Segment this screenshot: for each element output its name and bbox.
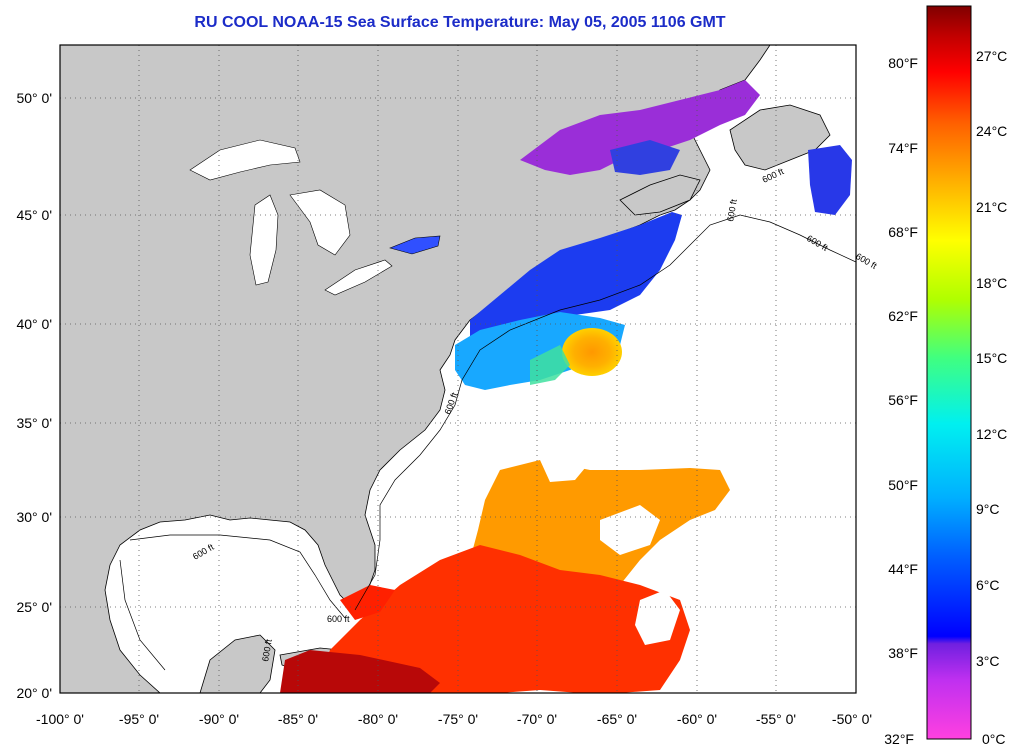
celsius-label: 15°C bbox=[976, 350, 1007, 366]
cloud-gap-2 bbox=[635, 590, 680, 645]
graticule bbox=[60, 45, 856, 693]
lon-tick-label: -85° 0' bbox=[278, 711, 318, 727]
celsius-label: 27°C bbox=[976, 48, 1007, 64]
lon-tick-label: -65° 0' bbox=[597, 711, 637, 727]
celsius-label: 21°C bbox=[976, 199, 1007, 215]
lon-tick-label: -60° 0' bbox=[677, 711, 717, 727]
sst-florida-straits bbox=[340, 585, 395, 620]
fahrenheit-label: 50°F bbox=[888, 477, 918, 493]
temperature-colorbar bbox=[926, 5, 972, 740]
sst-sargasso bbox=[320, 545, 690, 693]
fahrenheit-label: 68°F bbox=[888, 224, 918, 240]
sst-grand-banks bbox=[808, 145, 852, 215]
sst-gulf-stlawrence-blue bbox=[610, 140, 680, 175]
latitude-axis: 20° 0' 25° 0' 30° 0' 35° 0' 40° 0' 45° 0… bbox=[16, 90, 52, 701]
sst-cold-shelf bbox=[470, 212, 682, 345]
lat-tick-label: 50° 0' bbox=[16, 90, 52, 106]
celsius-label: 0°C bbox=[982, 731, 1006, 747]
fahrenheit-label: 80°F bbox=[888, 55, 918, 71]
cloud-gap-1 bbox=[600, 505, 660, 555]
lake-michigan bbox=[249, 194, 279, 286]
lon-tick-label: -90° 0' bbox=[199, 711, 239, 727]
lon-tick-label: -70° 0' bbox=[517, 711, 557, 727]
yucatan-land bbox=[199, 634, 276, 693]
maritimes-land bbox=[619, 174, 701, 216]
lake-huron bbox=[289, 189, 351, 256]
map-frame bbox=[59, 44, 857, 694]
fahrenheit-label: 56°F bbox=[888, 392, 918, 408]
lake-superior bbox=[189, 139, 301, 181]
lon-tick-label: -100° 0' bbox=[36, 711, 84, 727]
fahrenheit-label: 74°F bbox=[888, 140, 918, 156]
lon-tick-label: -75° 0' bbox=[438, 711, 478, 727]
north-america-land bbox=[60, 45, 771, 693]
colorbar-fahrenheit-labels: 80°F 74°F 68°F 62°F 56°F 50°F 44°F 38°F … bbox=[884, 55, 918, 747]
lon-tick-label: -55° 0' bbox=[756, 711, 796, 727]
lon-tick-label: -50° 0' bbox=[832, 711, 872, 727]
lat-tick-label: 45° 0' bbox=[16, 207, 52, 223]
lon-tick-label: -80° 0' bbox=[358, 711, 398, 727]
celsius-label: 12°C bbox=[976, 426, 1007, 442]
celsius-label: 3°C bbox=[976, 653, 1000, 669]
lat-tick-label: 35° 0' bbox=[16, 415, 52, 431]
gulf-isobath bbox=[119, 534, 346, 671]
lat-tick-label: 30° 0' bbox=[16, 509, 52, 525]
sst-st-lawrence bbox=[520, 80, 760, 175]
lat-tick-label: 40° 0' bbox=[16, 316, 52, 332]
lat-tick-label: 25° 0' bbox=[16, 599, 52, 615]
atlantic-isobath bbox=[354, 214, 856, 611]
colorbar-celsius-labels: 27°C 24°C 21°C 18°C 15°C 12°C 9°C 6°C 3°… bbox=[976, 48, 1007, 747]
fahrenheit-label: 44°F bbox=[888, 561, 918, 577]
fahrenheit-label: 32°F bbox=[884, 731, 914, 747]
celsius-label: 18°C bbox=[976, 275, 1007, 291]
isobath-label: 600 ft bbox=[260, 638, 274, 662]
map-title: RU COOL NOAA-15 Sea Surface Temperature:… bbox=[194, 14, 726, 31]
fahrenheit-label: 62°F bbox=[888, 308, 918, 324]
celsius-label: 6°C bbox=[976, 577, 1000, 593]
isobath-label: 600 ft bbox=[327, 614, 350, 624]
celsius-label: 9°C bbox=[976, 501, 1000, 517]
fahrenheit-label: 38°F bbox=[888, 645, 918, 661]
sst-slope-water bbox=[530, 345, 570, 385]
sst-caribbean bbox=[280, 650, 440, 693]
lat-tick-label: 20° 0' bbox=[16, 685, 52, 701]
isobath-label: 600 ft bbox=[854, 251, 879, 271]
lake-ontario bbox=[389, 235, 441, 255]
isobath-label: 600 ft bbox=[725, 198, 739, 222]
longitude-axis: -100° 0' -95° 0' -90° 0' -85° 0' -80° 0'… bbox=[36, 711, 872, 727]
lon-tick-label: -95° 0' bbox=[119, 711, 159, 727]
cloud-gap-3 bbox=[540, 450, 590, 482]
lake-erie bbox=[324, 259, 393, 296]
sst-warm-core-ring bbox=[562, 328, 622, 376]
celsius-label: 24°C bbox=[976, 123, 1007, 139]
